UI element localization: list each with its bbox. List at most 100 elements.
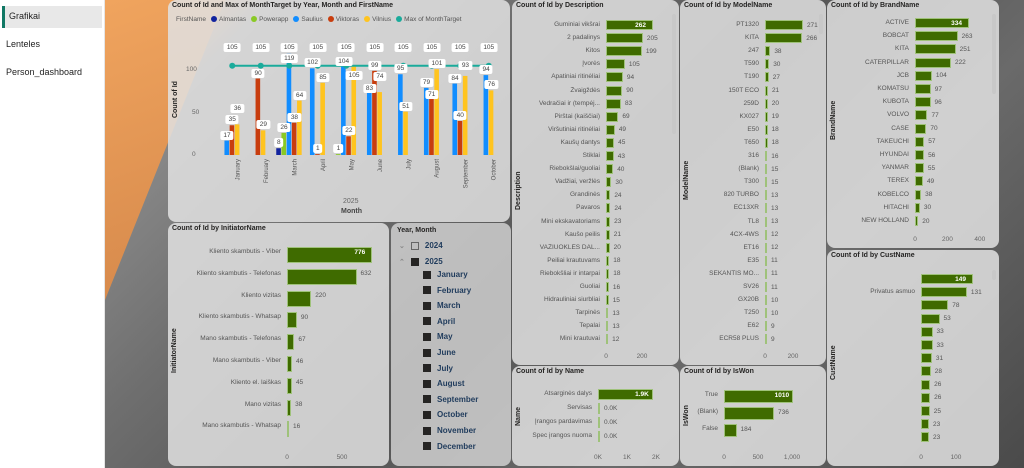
bar[interactable] (921, 432, 930, 443)
bar[interactable] (915, 189, 922, 200)
bar[interactable] (765, 72, 769, 83)
bar[interactable] (606, 229, 610, 240)
nav-lenteles[interactable]: Lenteles (6, 39, 41, 49)
column-bar[interactable] (483, 75, 489, 155)
bar[interactable] (765, 85, 768, 96)
bar[interactable] (765, 242, 767, 253)
bar[interactable] (598, 403, 600, 414)
bar[interactable] (606, 308, 609, 319)
bar[interactable] (765, 334, 767, 345)
column-bar[interactable] (398, 74, 403, 155)
column-bar[interactable] (366, 84, 372, 155)
bar[interactable] (765, 295, 767, 306)
checkbox[interactable] (423, 348, 431, 357)
bar[interactable] (606, 85, 623, 96)
checkbox[interactable] (423, 301, 431, 310)
column-bar[interactable] (234, 124, 240, 155)
checkbox[interactable] (423, 379, 431, 388)
column-bar[interactable] (341, 66, 346, 155)
slicer-month[interactable]: May (423, 332, 453, 341)
nav-grafikai[interactable]: Grafikai (2, 6, 102, 28)
bar[interactable] (606, 72, 623, 83)
bar[interactable] (287, 377, 292, 394)
bar[interactable] (606, 124, 615, 135)
bar[interactable] (921, 379, 931, 390)
chevron-icon[interactable]: ⌄ (399, 242, 405, 250)
scrollbar[interactable] (992, 14, 996, 94)
bar[interactable] (606, 268, 610, 279)
bar[interactable] (915, 44, 956, 55)
bar[interactable] (921, 366, 931, 377)
bar[interactable] (915, 136, 925, 147)
column-bar[interactable] (429, 94, 434, 155)
bar[interactable] (606, 255, 610, 266)
bar[interactable] (921, 392, 931, 403)
description-chart-panel[interactable]: Count of Id by Description Description Gum… (512, 0, 679, 365)
column-bar[interactable] (372, 70, 377, 155)
bar[interactable] (287, 247, 373, 263)
bar[interactable] (765, 59, 770, 70)
bar[interactable] (915, 57, 951, 68)
bar[interactable] (915, 163, 924, 174)
legend-item[interactable]: Viktoras (327, 16, 359, 23)
bar[interactable] (915, 110, 928, 121)
column-bar[interactable] (281, 132, 287, 155)
scrollbar[interactable] (672, 14, 676, 134)
bar[interactable] (765, 255, 767, 266)
column-bar[interactable] (297, 100, 302, 155)
bar[interactable] (765, 229, 767, 240)
bar[interactable] (606, 164, 614, 175)
column-bar[interactable] (335, 154, 341, 155)
bar[interactable] (598, 431, 600, 442)
bar[interactable] (598, 417, 600, 428)
bar[interactable] (598, 389, 654, 400)
checkbox[interactable] (410, 241, 419, 250)
bar[interactable] (915, 31, 958, 42)
slicer-month[interactable]: September (423, 395, 478, 404)
bar[interactable] (606, 321, 609, 332)
checkbox[interactable] (423, 270, 431, 279)
checkbox[interactable] (410, 257, 419, 266)
column-bar[interactable] (377, 92, 382, 155)
checkbox[interactable] (423, 426, 431, 435)
slicer-month[interactable]: November (423, 426, 476, 435)
bar[interactable] (921, 340, 933, 350)
bar[interactable] (606, 177, 612, 188)
checkbox[interactable] (423, 442, 431, 451)
bar[interactable] (765, 321, 767, 332)
legend-item[interactable]: Almantas (210, 16, 246, 23)
bar[interactable] (915, 18, 970, 28)
legend-item[interactable]: Vilnius (364, 16, 391, 23)
bar[interactable] (765, 203, 767, 214)
slicer-month[interactable]: January (423, 270, 468, 279)
brand-chart-panel[interactable]: Count of Id by BrandName BrandName ACTIVE 3… (827, 0, 999, 248)
column-chart-panel[interactable]: Count of Id and Max of MonthTarget by Ye… (168, 0, 510, 222)
bar[interactable] (765, 177, 768, 188)
bar[interactable] (765, 20, 803, 30)
bar[interactable] (921, 274, 974, 284)
checkbox[interactable] (423, 286, 431, 295)
bar[interactable] (765, 98, 768, 109)
bar[interactable] (606, 282, 609, 292)
checkbox[interactable] (423, 364, 431, 373)
target-point[interactable] (229, 62, 236, 69)
bar[interactable] (765, 268, 767, 279)
bar[interactable] (287, 421, 289, 438)
bar[interactable] (765, 33, 803, 44)
bar[interactable] (606, 334, 609, 345)
bar[interactable] (765, 308, 767, 319)
bar[interactable] (921, 300, 949, 311)
bar[interactable] (606, 137, 615, 148)
bar[interactable] (765, 124, 768, 135)
bar[interactable] (287, 334, 295, 351)
bar[interactable] (765, 137, 768, 148)
bar[interactable] (915, 84, 931, 94)
bar[interactable] (606, 111, 619, 122)
column-bar[interactable] (224, 140, 230, 155)
name-chart-panel[interactable]: Count of Id by Name Name Atsarginės dalys 1… (512, 366, 679, 466)
column-bar[interactable] (276, 148, 281, 155)
column-bar[interactable] (403, 111, 408, 155)
column-bar[interactable] (255, 78, 261, 156)
column-bar[interactable] (260, 130, 266, 155)
bar[interactable] (765, 164, 768, 175)
